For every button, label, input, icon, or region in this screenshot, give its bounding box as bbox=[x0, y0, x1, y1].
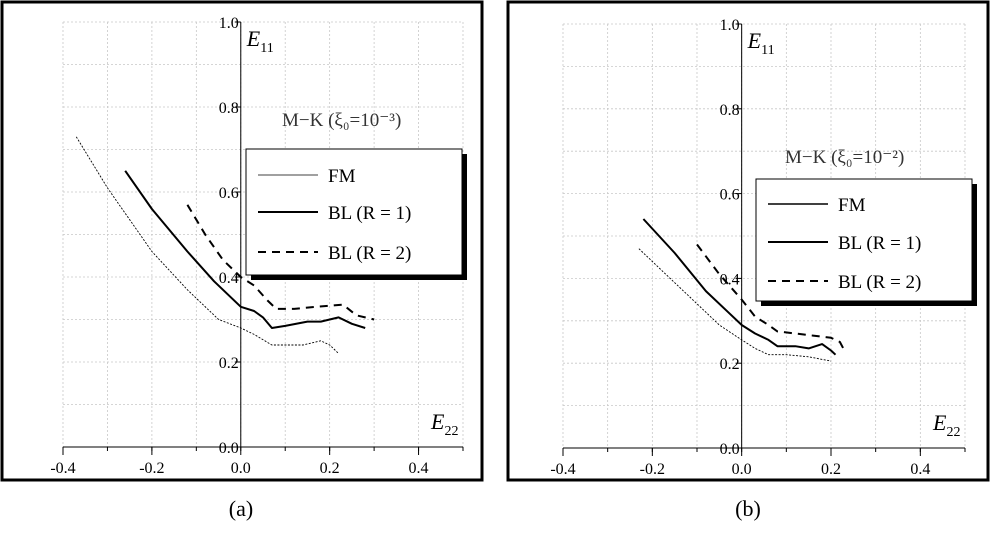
y-tick-label: 0.0 bbox=[219, 440, 239, 457]
x-tick-label: 0.0 bbox=[732, 461, 752, 478]
y-tick-label: 1.0 bbox=[720, 17, 740, 34]
y-tick-label: 0.2 bbox=[720, 356, 740, 373]
y-axis-label: E11 bbox=[747, 28, 775, 58]
legend-label-bl2-a: BL (R = 2) bbox=[328, 243, 411, 264]
x-tick-label: 0.0 bbox=[231, 460, 251, 477]
series-line-bl-r1 bbox=[642, 218, 837, 356]
x-tick-label: -0.2 bbox=[139, 460, 164, 477]
x-tick-label: -0.2 bbox=[640, 461, 665, 478]
panel-a-annotation: M−K (ξ₀=10⁻³) bbox=[282, 110, 401, 131]
y-tick-label: 0.8 bbox=[720, 102, 740, 119]
panel-a-legend: FM BL (R = 1) BL (R = 2) bbox=[245, 148, 467, 280]
panel-a-axes: -0.4 -0.2 0.0 0.2 0.4 0.0 0.2 0.4 0.6 0.8 1.0 E11 E2… bbox=[50, 15, 464, 477]
y-tick-label: 0.4 bbox=[720, 271, 740, 288]
panel-a: -0.4 -0.2 0.0 0.2 0.4 0.0 0.2 0.4 0.6 0.8 1.0 E11 E2… bbox=[0, 0, 484, 521]
y-tick-label: 0.8 bbox=[219, 100, 239, 117]
y-tick-label: 0.4 bbox=[219, 270, 239, 287]
x-tick-label: 0.2 bbox=[320, 460, 340, 477]
panel-b-axes: -0.4 -0.2 0.0 0.2 0.4 0.0 0.2 0.4 0.6 0.8 1.0 E11 E2… bbox=[550, 17, 966, 478]
y-tick-label: 0.0 bbox=[720, 441, 740, 458]
y-tick-label: 0.2 bbox=[219, 355, 239, 372]
panel-a-caption: (a) bbox=[229, 496, 253, 521]
series-line-bl-r1 bbox=[124, 170, 366, 329]
legend-label-fm-b: FM bbox=[838, 195, 866, 216]
series-line-fm bbox=[638, 248, 832, 362]
legend-label-bl1-b: BL (R = 1) bbox=[838, 233, 921, 254]
panel-b-legend: FM BL (R = 1) BL (R = 2) bbox=[755, 178, 977, 306]
x-tick-label: 0.4 bbox=[910, 461, 930, 478]
panel-a-series bbox=[75, 136, 375, 354]
y-tick-label: 0.6 bbox=[219, 185, 239, 202]
panel-b-caption: (b) bbox=[735, 496, 761, 521]
panel-b: -0.4 -0.2 0.0 0.2 0.4 0.0 0.2 0.4 0.6 0.8 1.0 E11 E2… bbox=[506, 0, 990, 521]
x-axis-label: E22 bbox=[932, 410, 960, 440]
x-tick-label: -0.4 bbox=[50, 460, 75, 477]
x-tick-label: -0.4 bbox=[550, 461, 575, 478]
y-tick-label: 0.6 bbox=[720, 187, 740, 204]
series-line-bl-r2 bbox=[696, 243, 846, 351]
legend-label-bl2-b: BL (R = 2) bbox=[838, 272, 921, 293]
panel-b-legend-box bbox=[755, 178, 973, 302]
y-axis-label: E11 bbox=[246, 26, 274, 56]
panel-b-series bbox=[638, 218, 846, 362]
x-tick-label: 0.2 bbox=[821, 461, 841, 478]
x-axis-label: E22 bbox=[430, 409, 458, 439]
series-line-bl-r2 bbox=[186, 204, 375, 321]
legend-label-fm-a: FM bbox=[328, 166, 356, 187]
panel-a-frame bbox=[0, 0, 484, 482]
y-tick-label: 1.0 bbox=[219, 15, 239, 32]
legend-label-bl1-a: BL (R = 1) bbox=[328, 203, 411, 224]
panel-b-frame bbox=[506, 0, 990, 482]
series-line-fm bbox=[75, 136, 339, 354]
panel-b-annotation: M−K (ξ₀=10⁻²) bbox=[785, 147, 904, 168]
x-tick-label: 0.4 bbox=[409, 460, 429, 477]
